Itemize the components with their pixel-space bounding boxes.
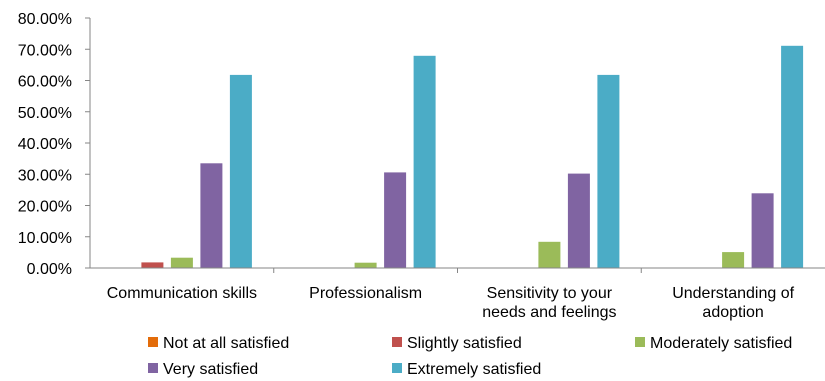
y-tick-label: 20.00% (18, 199, 72, 216)
bar (722, 252, 745, 268)
x-tick-label-line: adoption (702, 304, 763, 321)
y-tick-label: 10.00% (18, 230, 72, 247)
x-tick-label: Understanding of adoption (672, 285, 794, 321)
bar (354, 262, 377, 268)
x-tick-label-line: Professionalism (309, 285, 422, 302)
legend-item: Slightly satisfied (392, 335, 522, 352)
bar (384, 172, 407, 268)
y-tick-label: 0.00% (27, 261, 72, 278)
y-tick-label: 40.00% (18, 136, 72, 153)
legend-label: Very satisfied (163, 361, 258, 378)
legend-item: Moderately satisfied (635, 335, 792, 352)
legend-swatch (635, 337, 645, 347)
legend-swatch (392, 337, 402, 347)
bar (538, 241, 561, 269)
bar (781, 45, 804, 268)
y-axis: 0.00% 10.00% 20.00% 30.00% 40.00% 50.00% 60.00… (18, 11, 91, 278)
y-tick-label: 30.00% (18, 167, 72, 184)
legend-label: Not at all satisfied (163, 335, 289, 352)
x-tick-label: Professionalism (309, 285, 422, 302)
legend-swatch (392, 363, 402, 373)
legend-label: Extremely satisfied (407, 361, 541, 378)
bar (597, 74, 620, 269)
x-axis: Communication skills Professionalism Sensi… (90, 267, 825, 321)
bar (170, 257, 193, 268)
legend-label: Moderately satisfied (650, 335, 792, 352)
bar (141, 262, 164, 268)
legend-item: Not at all satisfied (148, 335, 289, 352)
legend: Not at all satisfied Slightly satisfied Mo… (148, 335, 792, 378)
legend-item: Very satisfied (148, 361, 258, 378)
x-tick-label-line: Communication skills (107, 285, 257, 302)
x-tick-label-line: needs and feelings (482, 304, 616, 321)
legend-item: Extremely satisfied (392, 361, 541, 378)
x-tick-label: Communication skills (107, 285, 257, 302)
y-tick-label: 60.00% (18, 74, 72, 91)
bar (200, 163, 223, 268)
bar (567, 173, 590, 268)
bar (229, 74, 252, 269)
y-tick-label: 80.00% (18, 11, 72, 28)
bar (751, 193, 774, 268)
y-tick-label: 50.00% (18, 105, 72, 122)
bars (141, 45, 804, 269)
legend-swatch (148, 337, 158, 347)
x-tick-label-line: Sensitivity to your (487, 285, 613, 302)
bar (413, 55, 436, 268)
x-tick-label-line: Understanding of (672, 285, 794, 302)
x-tick-label: Sensitivity to your needs and feelings (482, 285, 616, 321)
legend-label: Slightly satisfied (407, 335, 522, 352)
legend-swatch (148, 363, 158, 373)
y-tick-label: 70.00% (18, 42, 72, 59)
